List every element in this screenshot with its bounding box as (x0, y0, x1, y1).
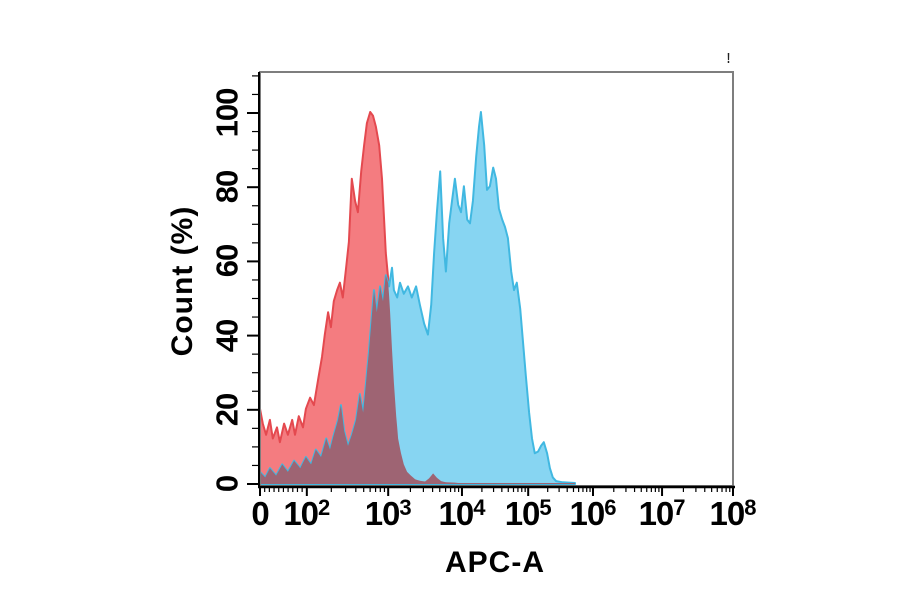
x-tick-label-0: 0 (251, 495, 269, 532)
y-tick-label-60: 60 (209, 245, 245, 278)
x-tick-label-106: 106 (569, 495, 617, 532)
y-tick-label-40: 40 (209, 319, 245, 352)
y-tick-label-80: 80 (209, 170, 245, 204)
y-tick-label-100: 100 (209, 88, 245, 138)
x-axis-ticks (259, 488, 734, 496)
x-tick-label-105: 105 (504, 495, 552, 532)
x-axis-title: APC-A (445, 546, 545, 579)
histogram-overlap-region (260, 275, 575, 484)
x-tick-label-102: 102 (283, 495, 331, 532)
y-tick-label-0: 0 (209, 475, 245, 493)
plot-border (258, 71, 735, 489)
x-tick-label-107: 107 (638, 495, 686, 532)
x-tick-label-108: 108 (709, 495, 757, 532)
y-axis-ticks (247, 75, 258, 485)
x-tick-label-104: 104 (438, 495, 486, 532)
x-tick-label-103: 103 (364, 495, 412, 532)
y-tick-label-20: 20 (209, 393, 245, 427)
corner-artifact-mark: ! (726, 50, 731, 67)
y-axis-title: Count (%) (166, 205, 199, 357)
